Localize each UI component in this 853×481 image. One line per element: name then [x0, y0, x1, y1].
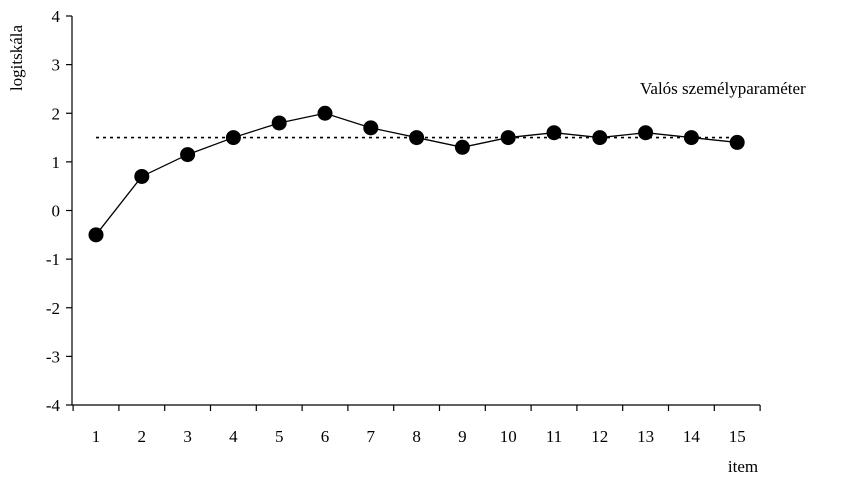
x-tick-label: 5 [275, 427, 284, 446]
x-tick-label: 9 [458, 427, 467, 446]
x-tick-label: 10 [500, 427, 517, 446]
data-point [409, 130, 425, 146]
x-tick-label: 1 [92, 427, 101, 446]
data-point [180, 147, 196, 163]
data-point [500, 130, 516, 146]
x-tick-label: 13 [637, 427, 654, 446]
data-point [271, 115, 287, 131]
data-point [317, 105, 333, 121]
y-tick-label: 4 [52, 7, 61, 26]
data-point [638, 125, 654, 141]
y-tick-label: 2 [52, 104, 61, 123]
data-point [88, 227, 104, 243]
x-tick-label: 12 [591, 427, 608, 446]
y-axis-title: logitskála [7, 25, 26, 92]
x-tick-label: 15 [729, 427, 746, 446]
x-tick-label: 8 [412, 427, 421, 446]
reference-line-annotation: Valós személyparaméter [640, 79, 806, 98]
y-tick-label: -4 [46, 396, 61, 415]
y-tick-label: -3 [46, 347, 60, 366]
x-tick-label: 14 [683, 427, 701, 446]
x-tick-label: 4 [229, 427, 238, 446]
y-tick-label: 0 [52, 202, 61, 221]
y-axis: -4 -3 -2 -1 0 1 2 3 4 [46, 7, 73, 415]
x-tick-label: 2 [138, 427, 147, 446]
y-tick-label: -1 [46, 250, 60, 269]
data-point [729, 134, 745, 150]
y-tick-label: -2 [46, 299, 60, 318]
y-tick-label: 1 [52, 153, 61, 172]
data-point [134, 168, 150, 184]
x-axis: 1 2 3 4 5 6 7 8 9 10 11 12 13 14 15 [72, 404, 761, 446]
x-axis-title: item [728, 457, 758, 476]
x-tick-label: 6 [321, 427, 330, 446]
data-point [363, 120, 379, 136]
data-point [225, 130, 241, 146]
data-point [546, 125, 562, 141]
data-point [592, 130, 608, 146]
data-point [683, 130, 699, 146]
data-point [454, 139, 470, 155]
x-tick-label: 7 [367, 427, 376, 446]
y-tick-label: 3 [52, 56, 61, 75]
x-tick-label: 3 [183, 427, 192, 446]
x-tick-label: 11 [546, 427, 562, 446]
series-group [88, 105, 745, 243]
